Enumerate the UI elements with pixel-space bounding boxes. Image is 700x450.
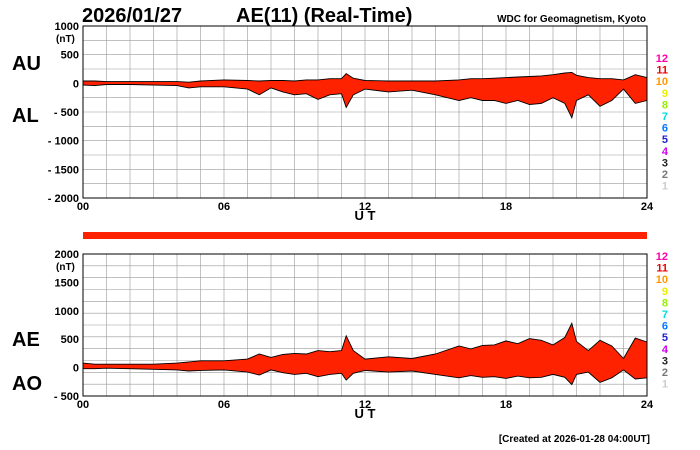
y-tick-label: 1500 (55, 277, 79, 289)
hour-legend-item: 10 (656, 76, 668, 88)
hour-legend-item: 4 (662, 146, 669, 158)
y-tick-label: - 1500 (48, 164, 79, 176)
filled-area-between-series (83, 323, 647, 385)
hour-legend-item: 1 (662, 379, 668, 391)
y-tick-label: - 2000 (48, 193, 79, 205)
x-tick-label: 24 (641, 201, 654, 213)
ae-label: AE (12, 329, 40, 351)
ae-ao-x-axis: 00 06 12 18 24 (77, 399, 654, 411)
hour-legend-item: 4 (662, 344, 669, 356)
y-tick-label: 2000 (55, 249, 79, 261)
ae-ao-x-label: U T (355, 406, 376, 421)
x-tick-label: 00 (77, 201, 89, 213)
hour-legend-item: 7 (662, 111, 668, 123)
au-al-frame (82, 25, 648, 199)
hour-legend-item: 5 (662, 332, 668, 344)
series-line-ao (83, 367, 648, 386)
hour-legend-item: 8 (662, 297, 668, 309)
hour-legend-item: 3 (662, 157, 668, 169)
hour-legend-item: 6 (662, 123, 668, 135)
y-tick-label: 0 (73, 78, 79, 90)
series-line-al (82, 84, 648, 119)
au-al-unit: (nT) (56, 34, 75, 45)
ae-ao-areas (82, 322, 648, 386)
y-tick-label: 1000 (55, 21, 79, 33)
ae-ao-frame (82, 253, 648, 397)
au-al-x-label: U T (355, 208, 376, 223)
y-tick-label: 500 (61, 50, 79, 62)
y-tick-label: 0 (73, 363, 79, 375)
au-al-areas (82, 71, 648, 119)
chart-date: 2026/01/27 (82, 5, 182, 27)
al-label: AL (12, 105, 39, 127)
ae-ao-y-axis: 2000 1500 1000 500 0 - 500 (54, 249, 79, 403)
created-timestamp: [Created at 2026-01-28 04:00UT] (499, 434, 650, 445)
hour-legend-item: 12 (656, 251, 668, 263)
x-tick-label: 12 (359, 201, 371, 213)
hour-legend-item: 11 (656, 65, 668, 77)
status-bar (83, 232, 647, 239)
hour-legend-item: 3 (662, 355, 668, 367)
x-tick-label: 12 (359, 399, 371, 411)
filled-area-between-series (83, 72, 647, 118)
x-tick-label: 06 (218, 201, 230, 213)
y-tick-label: - 1000 (48, 136, 79, 148)
au-al-x-axis: 00 06 12 18 24 (77, 201, 654, 213)
chart-title: AE(11) (Real-Time) (236, 5, 412, 27)
au-al-grid (83, 26, 647, 198)
y-tick-label: - 500 (54, 107, 79, 119)
y-tick-label: 1000 (55, 306, 79, 318)
series-line-au (83, 71, 648, 83)
hour-legend-item: 2 (662, 367, 668, 379)
series-line-ae (82, 322, 648, 365)
hour-legend-item: 7 (662, 309, 668, 321)
ae-ao-unit: (nT) (56, 262, 75, 273)
hour-legend-item: 11 (656, 263, 668, 275)
au-al-y-axis: 1000 500 0 - 500 - 1000 - 1500 - 2000 (48, 21, 79, 205)
hour-legend-item: 6 (662, 321, 668, 333)
x-tick-label: 06 (218, 399, 230, 411)
hour-legend-item: 2 (662, 169, 668, 181)
x-tick-label: 18 (500, 399, 512, 411)
hour-legend-item: 8 (662, 99, 668, 111)
hour-legend-item: 9 (662, 286, 668, 298)
data-source: WDC for Geomagnetism, Kyoto (497, 14, 646, 25)
x-tick-label: 00 (77, 399, 89, 411)
au-label: AU (12, 53, 41, 75)
hour-legend-item: 5 (662, 134, 668, 146)
x-tick-label: 24 (641, 399, 654, 411)
x-tick-label: 18 (500, 201, 512, 213)
hour-legend-item: 12 (656, 53, 668, 65)
y-tick-label: 500 (61, 334, 79, 346)
hour-legend-item: 9 (662, 88, 668, 100)
y-tick-label: - 500 (54, 391, 79, 403)
ao-label: AO (12, 373, 42, 395)
hour-legend-item: 1 (662, 181, 668, 193)
hour-legend-item: 10 (656, 274, 668, 286)
